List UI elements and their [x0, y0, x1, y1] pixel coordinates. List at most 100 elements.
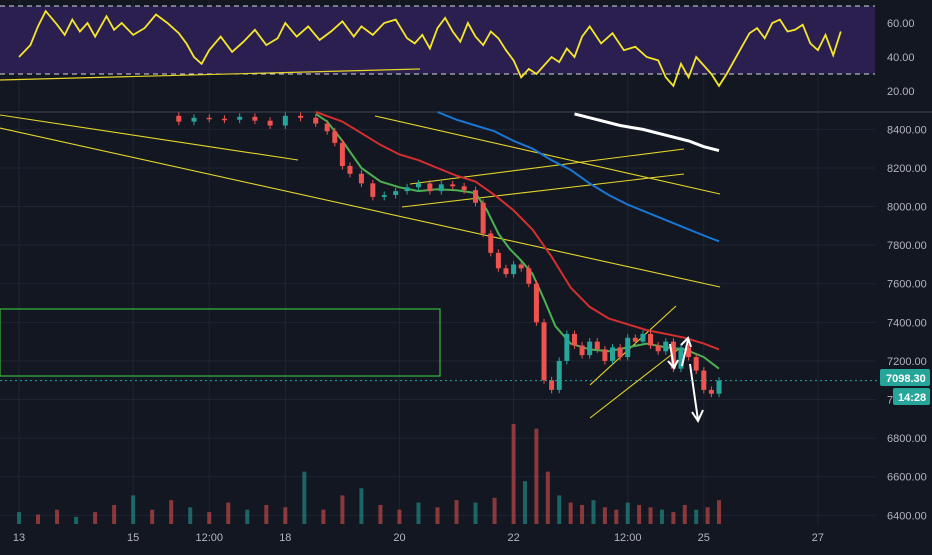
x-tick-label: 22 [507, 532, 519, 544]
volume-bar [614, 509, 619, 524]
candle-body [617, 347, 623, 358]
candle-body [655, 345, 661, 352]
candle-body [533, 283, 539, 323]
x-tick-label: 15 [127, 532, 139, 544]
volume-bar [682, 504, 687, 524]
rsi-trendline [0, 68, 421, 81]
candle-body [511, 264, 517, 275]
wedge-lower [589, 347, 681, 419]
arrow-up-1-head [680, 336, 692, 348]
candle-body [480, 202, 486, 234]
trendline-upper-b [374, 115, 721, 195]
x-tick-label: 18 [279, 532, 291, 544]
candle-body [415, 183, 421, 188]
candle-body [693, 357, 699, 371]
volume-bar [523, 481, 527, 524]
price-y-tick-label: 8000.00 [887, 202, 927, 214]
candle-body [541, 322, 547, 381]
candle-body [237, 116, 243, 120]
x-tick-label: 12:00 [614, 532, 642, 544]
candle-body [670, 341, 676, 369]
arrow-down-1-head [667, 359, 679, 370]
candle-body [450, 184, 456, 187]
arrow-down-2-head [691, 409, 704, 424]
volume-bar [17, 512, 22, 524]
volume-bar [245, 509, 250, 524]
candle-body [358, 173, 364, 184]
moving-average-line-2 [437, 111, 720, 243]
volume-bar [207, 512, 212, 524]
volume-bar [705, 507, 710, 524]
candle-body [518, 264, 524, 269]
volume-bar [264, 504, 269, 524]
volume-bar [397, 509, 402, 524]
candle-body [191, 117, 197, 122]
moving-averages [315, 111, 720, 370]
candle-body [370, 183, 376, 197]
volume-bar [416, 502, 421, 524]
volume-bar [359, 488, 364, 524]
volume-bar [568, 502, 573, 524]
candle-body [324, 123, 330, 132]
volume-bar [454, 500, 459, 524]
volume-bar [378, 504, 383, 524]
volume-bar [492, 497, 497, 524]
volume-bar [591, 500, 596, 524]
candle-body [461, 186, 467, 191]
x-tick-label: 13 [13, 532, 25, 544]
candle-body [564, 333, 570, 361]
support-zone-box[interactable] [0, 308, 441, 377]
price-y-tick-label: 7800.00 [887, 240, 927, 252]
volume-bar [131, 495, 136, 524]
volume-bar [93, 512, 98, 524]
grid [0, 0, 875, 524]
candle-body [701, 370, 707, 390]
rsi-pane[interactable]: 60.00 40.00 20.00 [0, 5, 915, 98]
rsi-y-axis: 60.00 40.00 20.00 [887, 18, 915, 98]
x-tick-label: 20 [393, 532, 405, 544]
volume-bar [659, 509, 664, 524]
candle-body [610, 347, 615, 361]
candle-body [571, 333, 577, 346]
price-pane[interactable]: 8400.00 8200.00 8000.00 7800.00 7600.00 7400.… [0, 111, 930, 544]
candle-body [313, 117, 319, 124]
price-y-tick-label: 6400.00 [887, 510, 927, 522]
candle-body [594, 341, 600, 350]
candle-body [686, 347, 692, 358]
volume-bar [112, 504, 117, 524]
candle-body [381, 194, 387, 197]
price-y-tick-label: 6600.00 [887, 472, 927, 484]
volume-bar [545, 471, 550, 524]
candle-body [339, 142, 345, 167]
volume-bar [188, 507, 193, 524]
price-tag[interactable]: 7098.30 14:28 [880, 369, 930, 405]
candle-body [393, 191, 399, 195]
price-tag-value: 7098.30 [886, 373, 926, 385]
candles [176, 112, 722, 398]
volume-bar [321, 509, 326, 524]
volume-bar [169, 500, 174, 524]
volume-bar [625, 502, 630, 524]
candle-body [602, 349, 608, 361]
candle-body [473, 190, 479, 203]
candle-body [716, 380, 722, 394]
candle-body [252, 116, 258, 121]
rsi-band [0, 6, 875, 74]
candle-body [648, 333, 654, 346]
x-tick-label: 27 [812, 532, 824, 544]
price-y-tick-label: 8200.00 [887, 163, 927, 175]
candle-body [549, 380, 555, 390]
candle-body [176, 115, 182, 122]
candle-body [663, 341, 669, 352]
candle-body [556, 360, 562, 390]
candle-body [625, 337, 631, 358]
rsi-y-tick-label: 20.00 [887, 86, 915, 98]
volume-bar [435, 507, 440, 524]
volume-bar [717, 500, 722, 524]
countdown-value: 14:28 [898, 392, 926, 404]
candle-body [495, 252, 501, 269]
moving-average-line-0 [315, 113, 720, 370]
